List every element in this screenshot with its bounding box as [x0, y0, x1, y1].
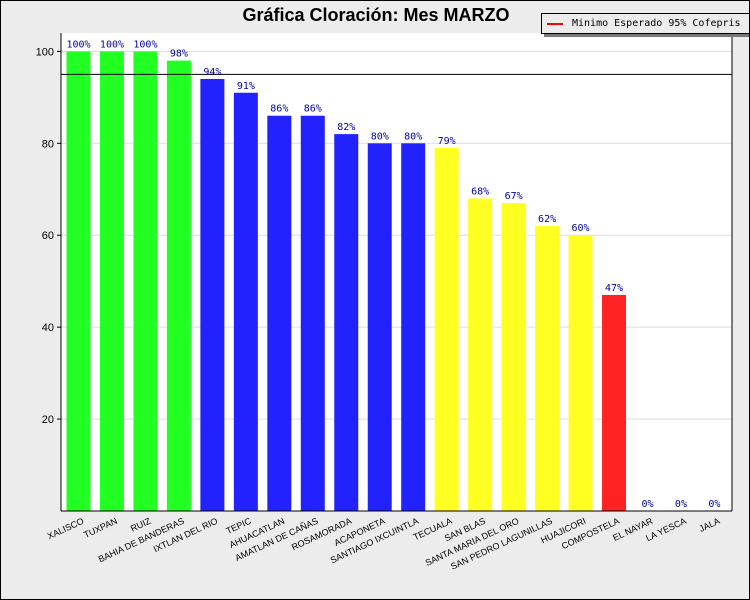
data-label: 62% — [538, 214, 556, 225]
bar — [66, 51, 91, 512]
data-label: 91% — [237, 81, 255, 92]
legend-swatch — [547, 23, 563, 25]
data-label: 86% — [270, 104, 288, 115]
data-label: 100% — [133, 39, 157, 50]
y-tick-label: 20 — [42, 414, 54, 426]
legend: Minimo Esperado 95% Cofepris — [541, 13, 749, 34]
bar — [200, 78, 225, 511]
bar — [334, 134, 359, 511]
data-label: 68% — [471, 186, 489, 197]
y-tick-label: 60 — [42, 230, 54, 242]
legend-label: Minimo Esperado 95% Cofepris — [572, 18, 741, 29]
bar — [568, 235, 593, 511]
bar — [434, 147, 459, 511]
plot-background — [61, 33, 732, 511]
bar — [99, 51, 124, 512]
bar — [133, 51, 158, 512]
y-tick-label: 80 — [42, 138, 54, 150]
y-tick-label: 40 — [42, 322, 54, 334]
bar — [267, 115, 292, 511]
data-label: 100% — [100, 39, 124, 50]
bar — [166, 60, 191, 511]
data-label: 60% — [572, 223, 590, 234]
data-label: 94% — [203, 67, 221, 78]
chart-title: Gráfica Cloración: Mes MARZO — [242, 5, 510, 25]
bar — [401, 143, 426, 512]
data-label: 82% — [337, 122, 355, 133]
data-label: 98% — [170, 49, 188, 60]
x-tick-label: TUXPAN — [82, 516, 119, 540]
bar — [367, 143, 392, 512]
bar — [300, 115, 325, 511]
bar — [602, 294, 627, 511]
data-label: 0% — [708, 499, 720, 510]
data-label: 79% — [438, 136, 456, 147]
bar — [233, 92, 258, 511]
data-label: 0% — [641, 499, 653, 510]
data-label: 47% — [605, 283, 623, 294]
x-tick-label: XALISCO — [46, 516, 86, 542]
data-label: 80% — [371, 131, 389, 142]
x-tick-label: JALA — [698, 516, 722, 534]
data-label: 86% — [304, 104, 322, 115]
bar — [501, 203, 526, 512]
bar — [468, 198, 493, 511]
data-label: 0% — [675, 499, 687, 510]
data-label: 100% — [66, 39, 90, 50]
bar — [535, 226, 560, 512]
y-tick-label: 100 — [36, 46, 54, 58]
data-label: 67% — [505, 191, 523, 202]
data-label: 80% — [404, 131, 422, 142]
